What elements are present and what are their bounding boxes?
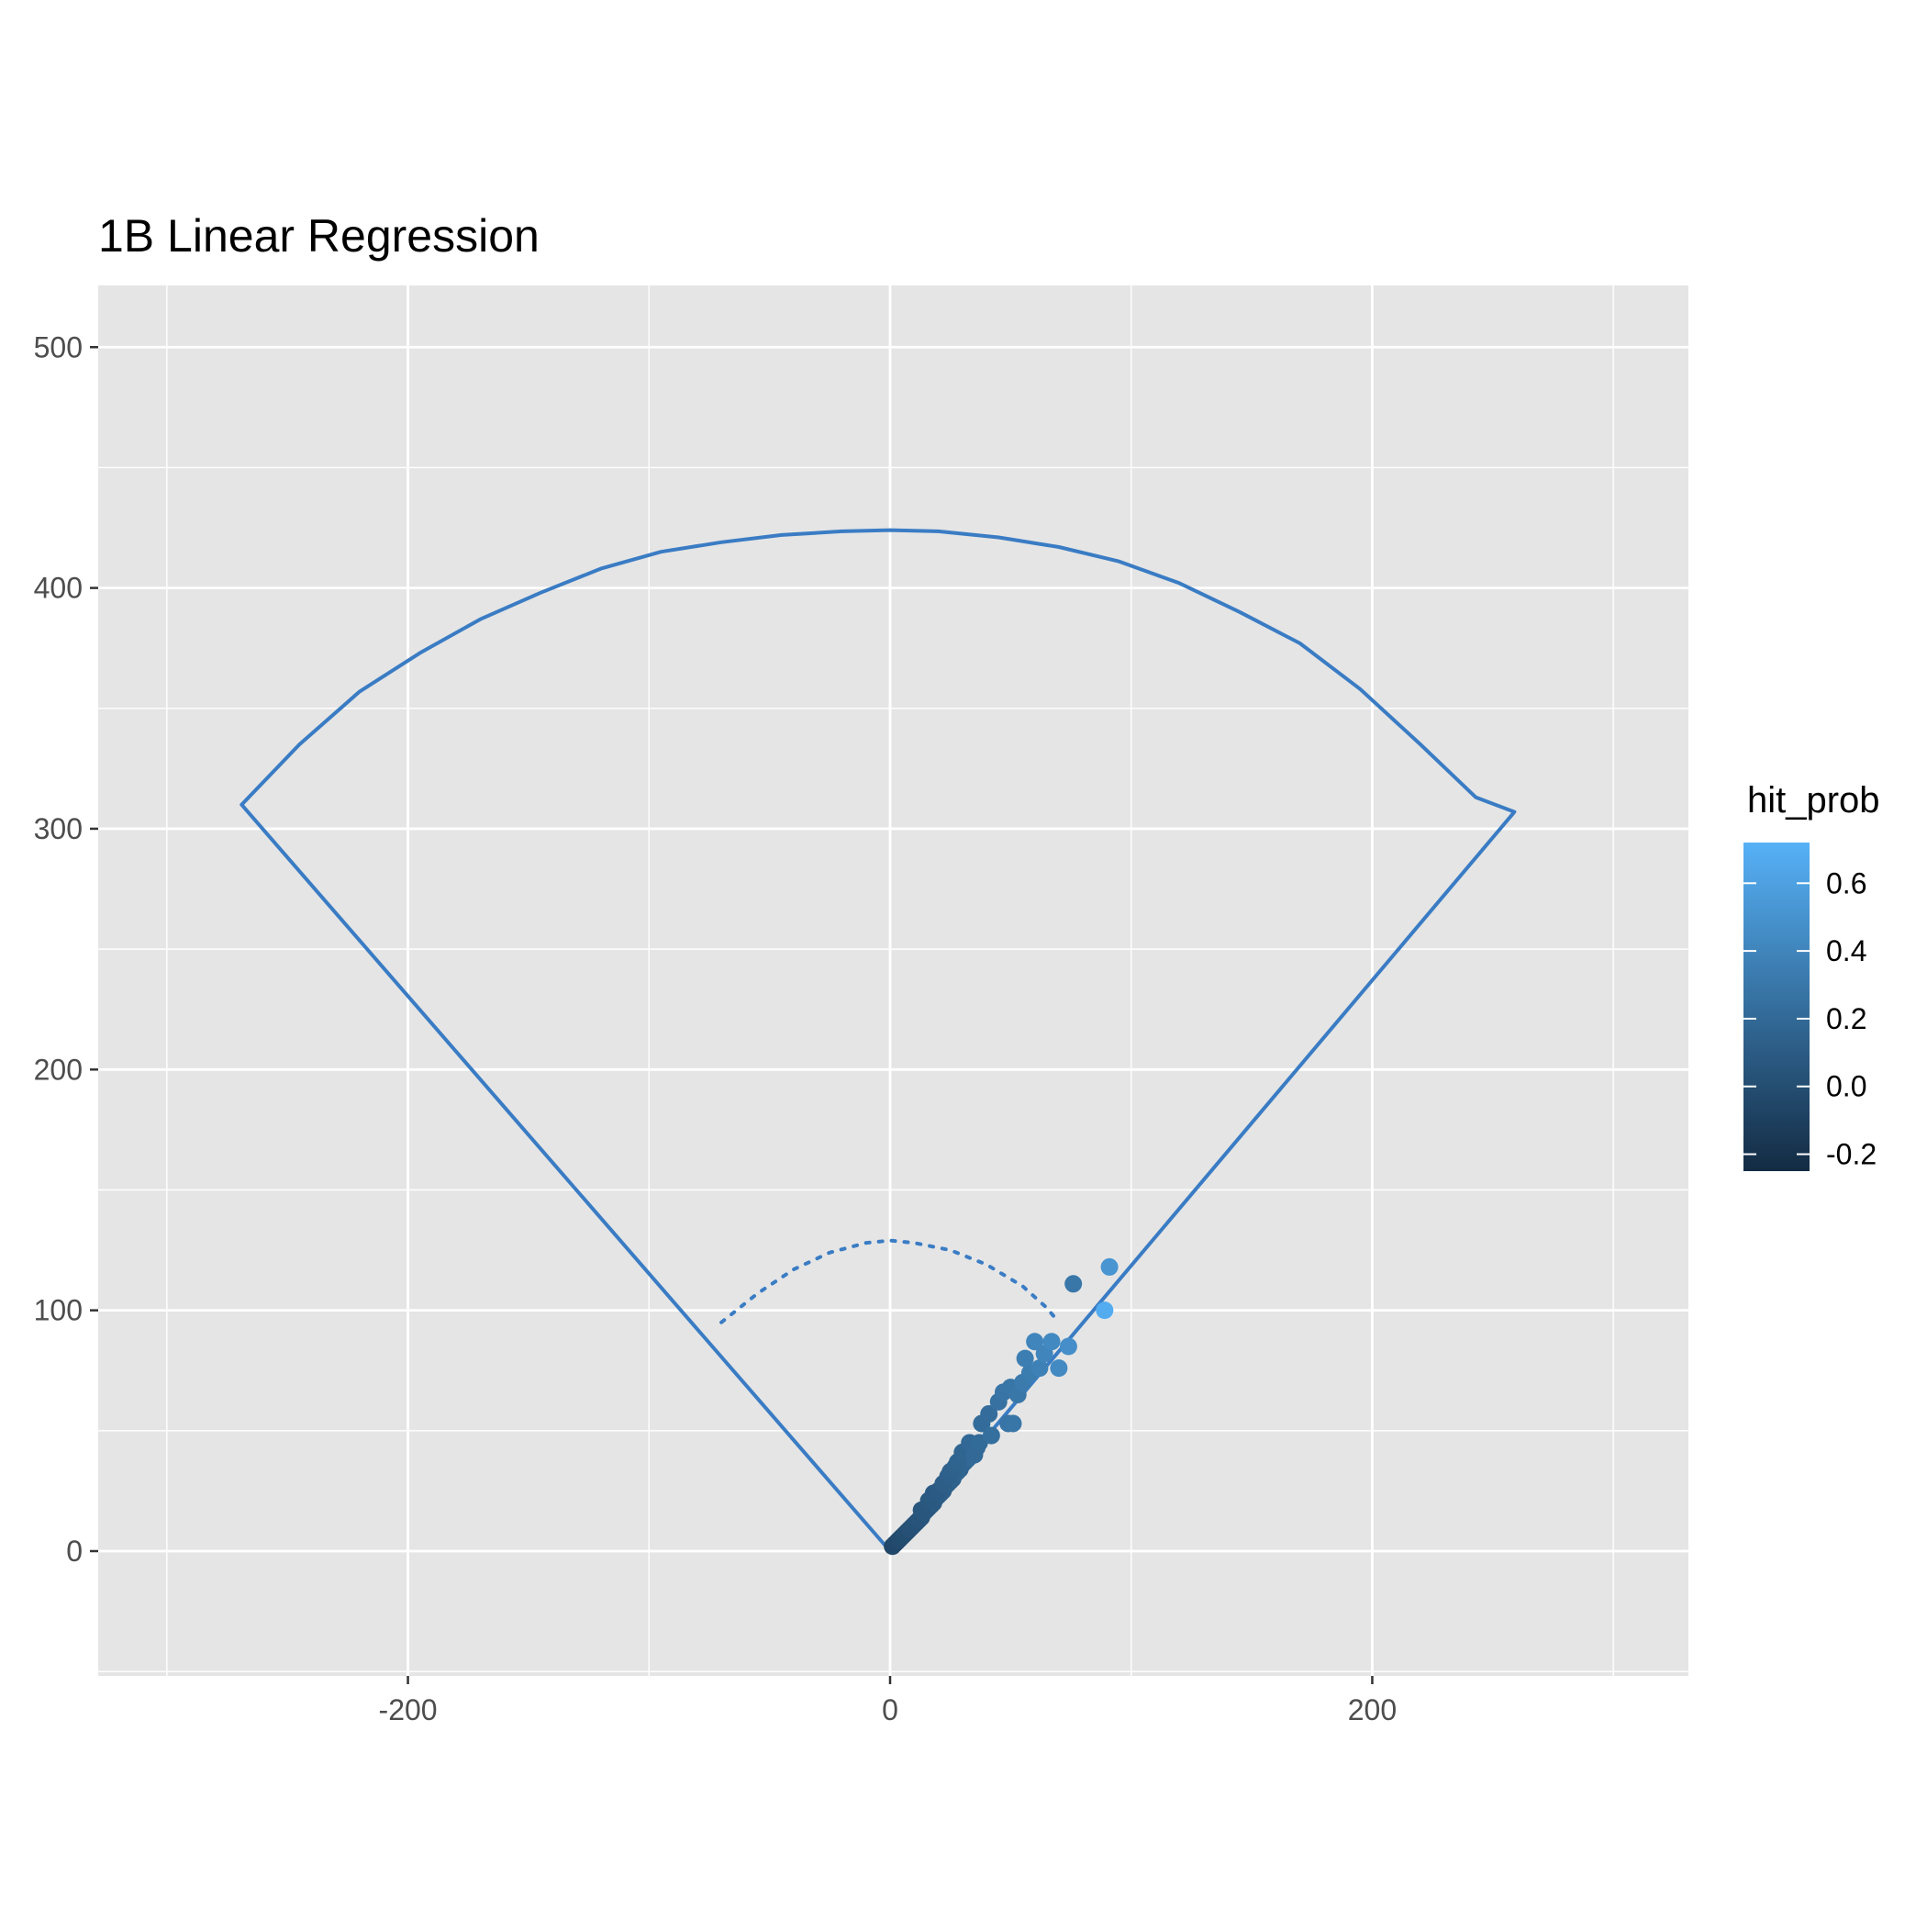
data-point	[1016, 1349, 1034, 1368]
colorbar-tick-label: 0.0	[1826, 1070, 1866, 1103]
x-tick-label: -200	[379, 1693, 438, 1726]
legend-title: hit_prob	[1747, 780, 1880, 821]
data-point	[1064, 1275, 1083, 1293]
axes: -200 0 200 0 100 200 300 400 500	[34, 330, 1398, 1726]
data-point	[1030, 1359, 1049, 1378]
y-tick-label: 300	[34, 812, 83, 845]
data-point	[982, 1426, 1000, 1445]
plot-panel	[98, 285, 1688, 1676]
y-tick-label: 100	[34, 1294, 83, 1327]
field-outline	[239, 528, 1517, 1553]
chart-title: 1B Linear Regression	[98, 210, 540, 262]
colorbar-tick-label: -0.2	[1826, 1138, 1877, 1171]
infield-arc-line	[719, 1238, 1061, 1324]
field-outline-line	[239, 528, 1517, 1553]
y-tick-label: 0	[66, 1535, 83, 1568]
colorbar-tick-label: 0.6	[1826, 866, 1866, 899]
data-point	[980, 1404, 998, 1423]
colorbar-tick-label: 0.4	[1826, 934, 1866, 967]
data-point	[1004, 1414, 1022, 1433]
legend: -0.2 0.0 0.2 0.4 0.6	[1743, 843, 1877, 1171]
data-point	[1042, 1333, 1061, 1351]
data-points	[884, 1257, 1119, 1556]
data-point	[1026, 1333, 1044, 1351]
x-tick-label: 0	[882, 1693, 898, 1726]
data-point	[1050, 1359, 1068, 1378]
x-tick-label: 200	[1348, 1693, 1397, 1726]
data-point	[1059, 1337, 1077, 1356]
y-tick-label: 200	[34, 1053, 83, 1086]
colorbar	[1743, 843, 1810, 1171]
y-tick-label: 500	[34, 330, 83, 363]
data-point	[1096, 1301, 1114, 1320]
data-point	[1100, 1257, 1119, 1276]
colorbar-tick-label: 0.2	[1826, 1002, 1866, 1035]
y-tick-label: 400	[34, 572, 83, 605]
